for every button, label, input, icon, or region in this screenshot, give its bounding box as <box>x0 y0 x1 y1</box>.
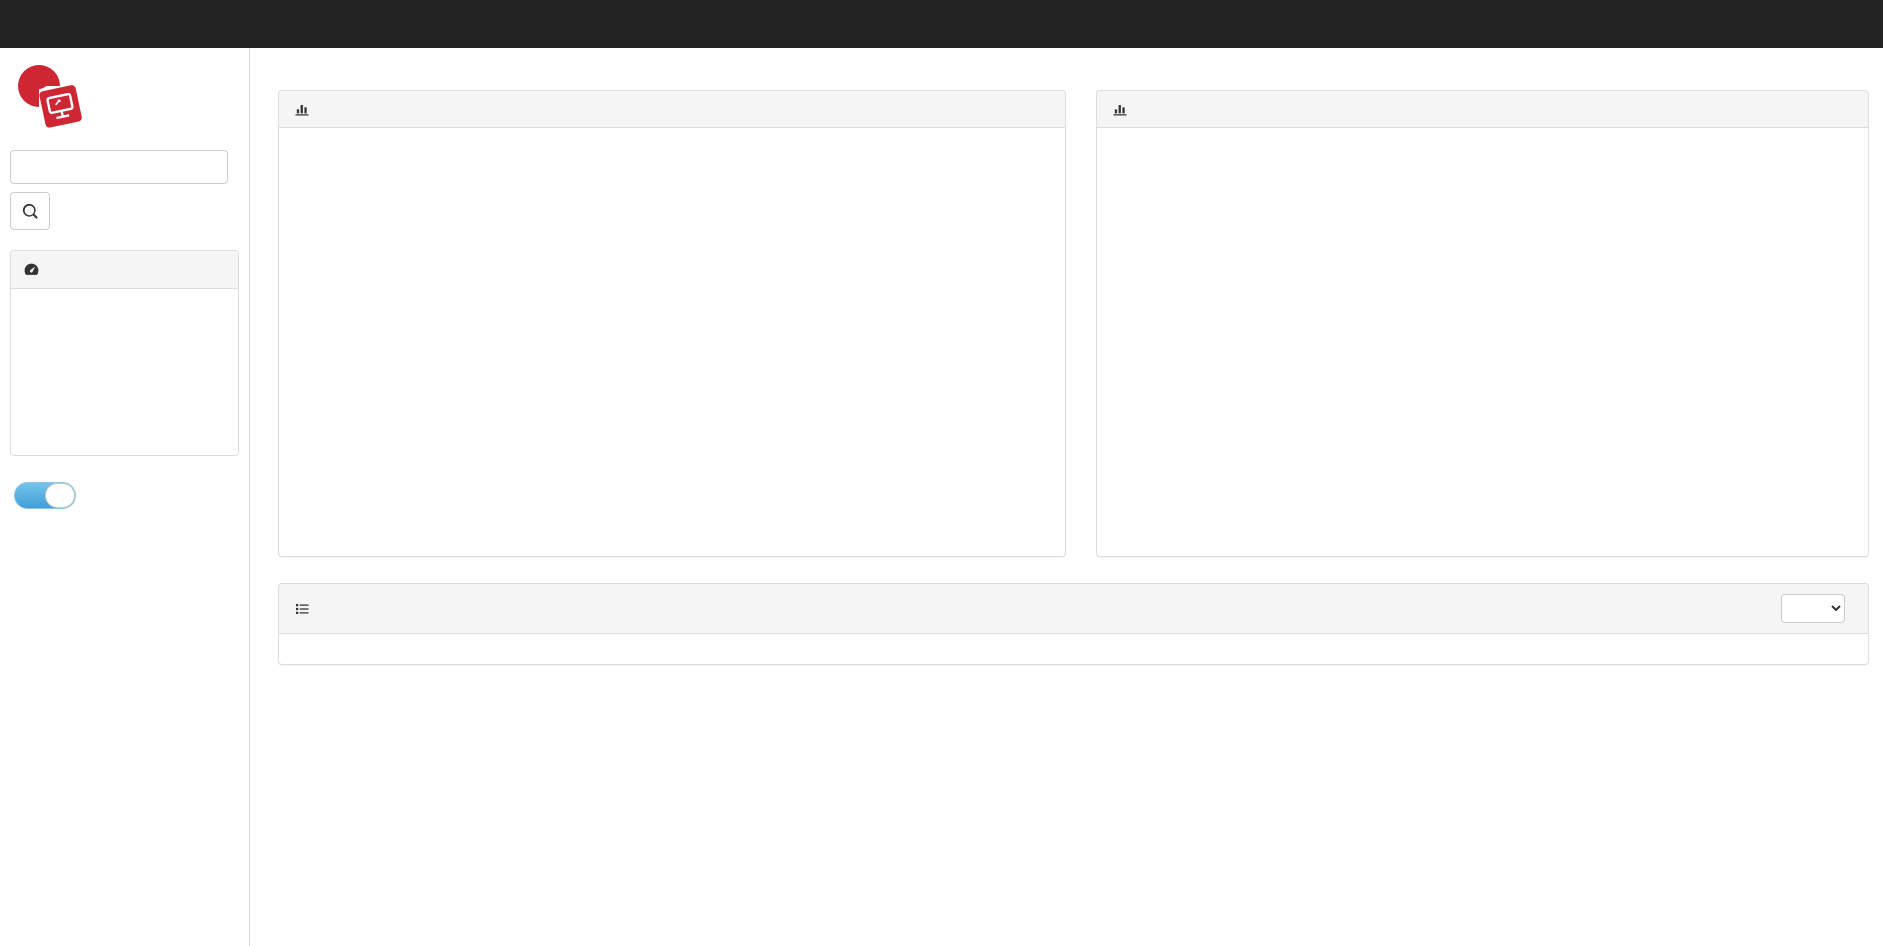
ail-logo-icon <box>18 64 92 132</box>
queues-monitor-panel <box>1096 90 1869 557</box>
filtered-duplicated-chart <box>294 371 1050 471</box>
queues-monitor-heading <box>1097 91 1868 128</box>
logs-heading <box>279 584 1868 634</box>
top-navbar <box>0 0 1883 48</box>
queues-in-chart <box>1112 143 1853 345</box>
queues-out-chart <box>1112 351 1853 541</box>
log-filters <box>1781 594 1853 623</box>
total-pastes-panel-heading <box>11 251 238 289</box>
toggle-knob <box>45 483 75 508</box>
bar-chart-icon <box>294 101 310 117</box>
list-icon <box>294 601 310 617</box>
main-content <box>250 48 1883 946</box>
feeder-monitor-panel <box>278 90 1066 557</box>
total-pastes-panel <box>10 250 239 456</box>
processed-pastes-chart <box>294 149 1050 357</box>
search-icon <box>22 203 39 220</box>
sidebar <box>0 48 250 946</box>
feeder-monitor-heading <box>279 91 1065 128</box>
ail-logo <box>18 64 239 132</box>
bar-chart-icon <box>1112 101 1128 117</box>
search-paste-input[interactable] <box>10 150 228 184</box>
total-pastes-chart <box>13 297 235 449</box>
display-queues-toggle[interactable] <box>14 482 76 509</box>
display-queues-row <box>10 466 239 523</box>
gauge-icon <box>23 261 40 278</box>
log-page-size-select[interactable] <box>1781 594 1845 623</box>
logs-panel <box>278 583 1869 665</box>
search-button[interactable] <box>10 192 50 230</box>
